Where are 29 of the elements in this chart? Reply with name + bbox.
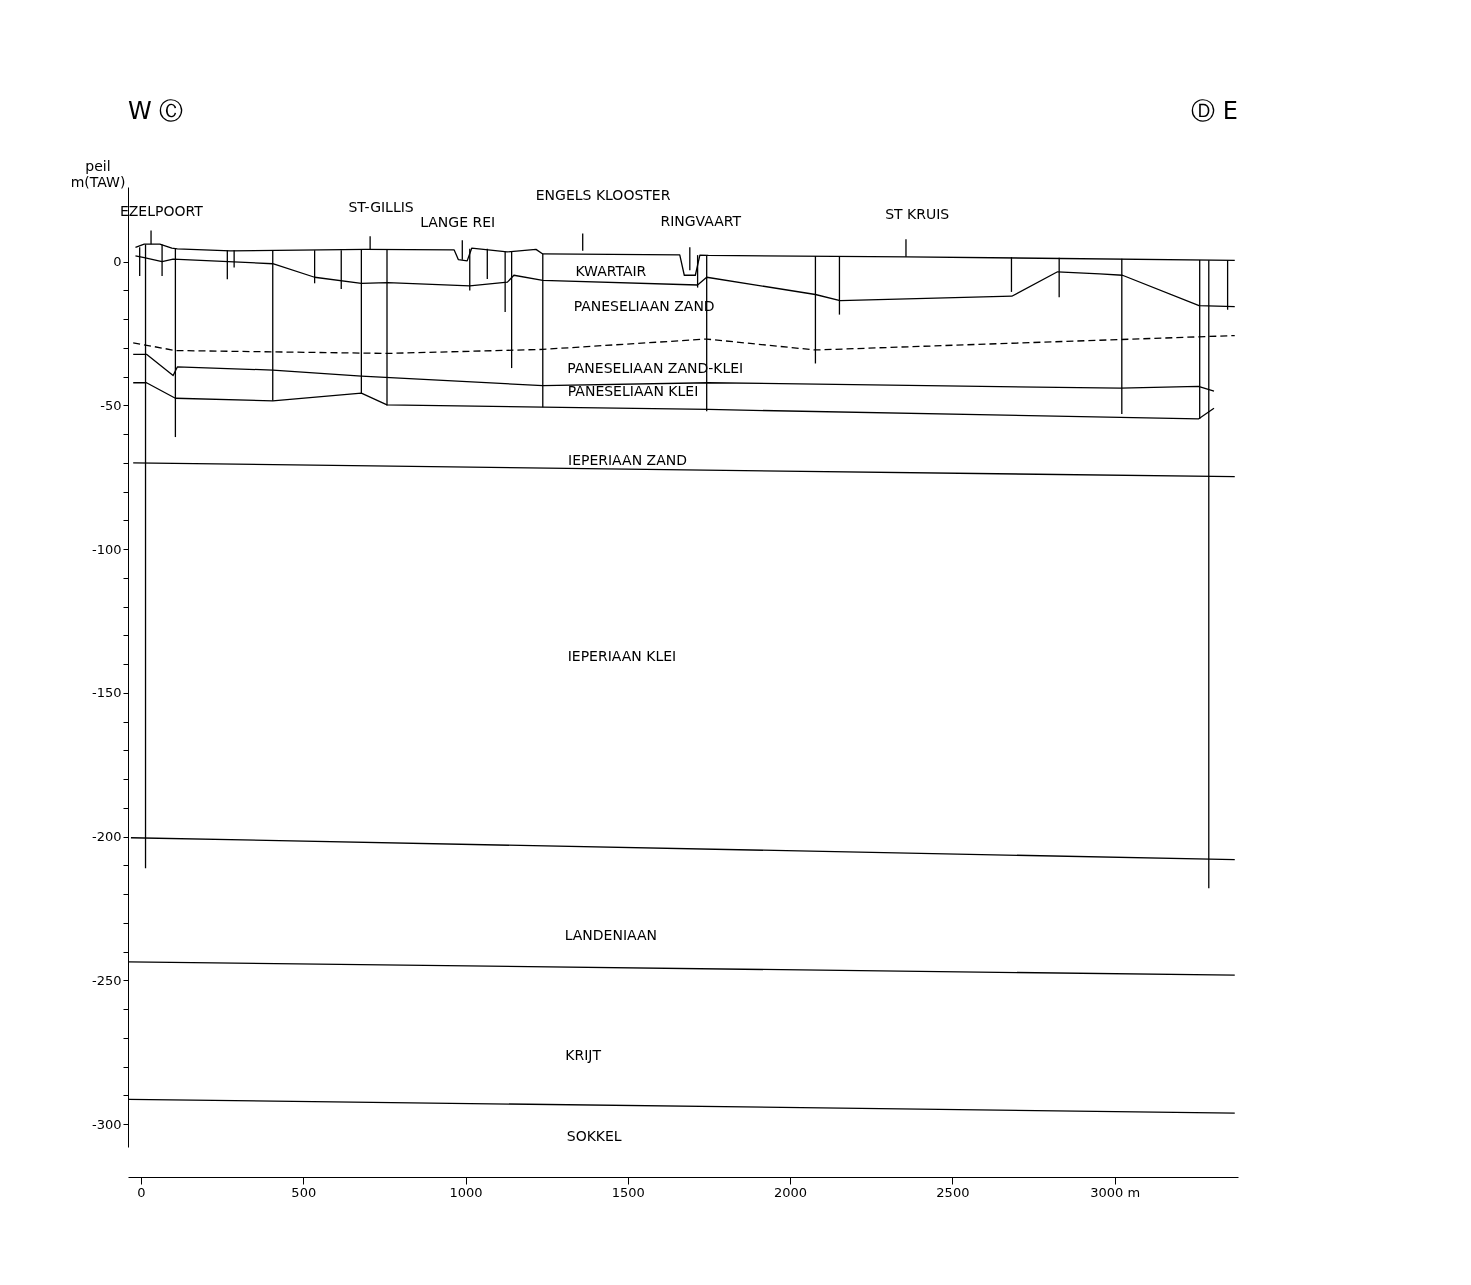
y-tick-label: -100 <box>91 541 122 557</box>
x-tick-label: 1000 <box>449 1184 483 1200</box>
annotation: ST-GILLIS <box>348 199 414 216</box>
x-tick-label: 2000 <box>774 1184 808 1200</box>
x-tick-label: 3000 m <box>1090 1184 1141 1200</box>
annotation: LANDENIAAN <box>564 926 658 943</box>
y-axis-title: peil m(TAW) <box>70 158 126 190</box>
annotation: ST KRUIS <box>885 205 950 222</box>
annotation: IEPERIAAN KLEI <box>567 648 677 665</box>
annotation: PANESELIAAN KLEI <box>567 383 699 400</box>
y-tick-label: -300 <box>91 1116 122 1132</box>
y-tick-label: -50 <box>100 397 122 413</box>
annotation: RINGVAART <box>660 212 742 229</box>
annotation: ENGELS KLOOSTER <box>535 186 671 203</box>
y-tick-label: 0 <box>113 254 122 270</box>
text: Ⓓ E <box>1191 97 1238 125</box>
y-tick-label: -250 <box>91 972 122 988</box>
x-tick-label: 1500 <box>611 1184 645 1200</box>
y-tick-label: -150 <box>91 685 122 701</box>
x-tick-label: 0 <box>137 1184 146 1200</box>
text: W Ⓒ <box>128 97 184 125</box>
annotation: SOKKEL <box>566 1128 622 1145</box>
y-tick-label: -200 <box>91 829 122 845</box>
annotation: KWARTAIR <box>575 263 647 280</box>
annotation: IEPERIAAN ZAND <box>567 451 688 468</box>
annotation: LANGE REI <box>420 214 496 231</box>
annotation: KRIJT <box>565 1046 602 1063</box>
x-tick-label: 2500 <box>936 1184 970 1200</box>
x-tick-label: 500 <box>291 1184 317 1200</box>
